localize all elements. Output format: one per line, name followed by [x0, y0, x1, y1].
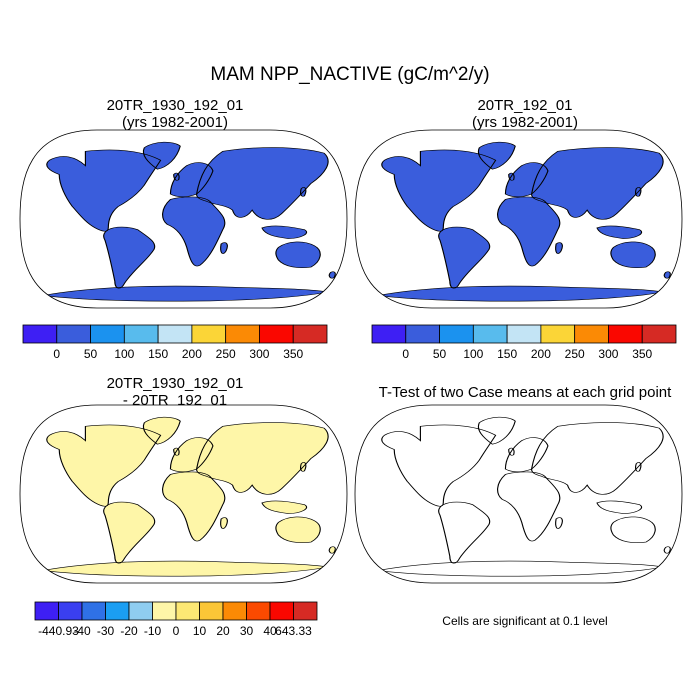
panel-2-title: 20TR_192_01 (yrs 1982-2001) — [370, 97, 680, 131]
panel-3-title-line1: 20TR_1930_192_01 — [106, 375, 244, 392]
colorbar-1-swatch — [90, 324, 125, 344]
colorbar-3-label: -40 — [73, 624, 91, 638]
colorbar-3-label: -20 — [120, 624, 138, 638]
significance-note: Cells are significant at 0.1 level — [442, 614, 608, 628]
colorbar-1-swatch — [259, 324, 294, 344]
colorbar-1-label: 100 — [114, 347, 134, 361]
colorbar-3-swatch — [105, 601, 130, 621]
colorbar-3-swatch — [175, 601, 200, 621]
main-title: MAM NPP_NACTIVE (gC/m^2/y) — [210, 64, 490, 85]
colorbar-2-label: 0 — [402, 347, 409, 361]
colorbar-2-label: 350 — [632, 347, 652, 361]
colorbar-1-swatch — [157, 324, 193, 344]
panel-1-title-line1: 20TR_1930_192_01 — [106, 97, 244, 114]
map-panel-3 — [19, 404, 348, 584]
colorbar-2-swatch — [439, 324, 474, 344]
panel-1-title-line2: (yrs 1982-2001) — [122, 114, 228, 131]
colorbar-1-label: 0 — [53, 347, 60, 361]
colorbar-1-swatch — [56, 324, 91, 344]
colorbar-2-swatch — [540, 324, 576, 344]
colorbar-3-label: 20 — [216, 624, 230, 638]
panel-2-title-line1: 20TR_192_01 — [477, 97, 573, 114]
colorbar-2-label: 150 — [497, 347, 517, 361]
colorbar-3-label: 40 — [263, 624, 277, 638]
colorbar-2-swatch — [608, 324, 643, 344]
panel-2-title-line2: (yrs 1982-2001) — [472, 114, 578, 131]
colorbar-3-label: -30 — [97, 624, 115, 638]
colorbar-2-label: 50 — [433, 347, 447, 361]
colorbar-3-swatch — [81, 601, 106, 621]
colorbar-3-swatch — [222, 601, 247, 621]
map-panel-1 — [19, 129, 348, 309]
map-panel-2 — [354, 129, 683, 309]
colorbar-2-label: 250 — [565, 347, 585, 361]
colorbar-3-swatch — [293, 601, 318, 621]
colorbar-3-swatch — [269, 601, 294, 621]
colorbar-2-swatch — [506, 324, 542, 344]
colorbar-3-label: 10 — [193, 624, 207, 638]
colorbar-1-swatch — [22, 324, 58, 344]
panel-4-title: T-Test of two Case means at each grid po… — [378, 384, 672, 401]
colorbar-3-swatch — [152, 601, 177, 621]
colorbar-1-label: 150 — [148, 347, 168, 361]
colorbar-1-label: 50 — [84, 347, 98, 361]
colorbar-3-swatch — [58, 601, 83, 621]
panel-1-title: 20TR_1930_192_01 (yrs 1982-2001) — [20, 97, 330, 131]
colorbar-1-swatch — [123, 324, 159, 344]
colorbar-3-label: 0 — [173, 624, 180, 638]
colorbar-2-swatch — [641, 324, 677, 344]
colorbar-2-label: 100 — [463, 347, 483, 361]
colorbar-3-label: -10 — [144, 624, 162, 638]
colorbar-1-label: 350 — [283, 347, 303, 361]
map-panel-4 — [354, 404, 683, 584]
colorbar-3-label: 643.33 — [275, 624, 312, 638]
colorbar-2-swatch — [371, 324, 407, 344]
colorbar-3-label: 30 — [240, 624, 254, 638]
colorbar-1: 0 50 100 150 200 250 300 350 — [22, 324, 328, 361]
colorbar-2-swatch — [574, 324, 609, 344]
colorbar-2-swatch — [405, 324, 440, 344]
colorbar-1-swatch — [225, 324, 260, 344]
colorbar-3-swatch — [199, 601, 224, 621]
colorbar-2-swatch — [472, 324, 508, 344]
colorbar-1-label: 250 — [216, 347, 236, 361]
colorbar-1-swatch — [292, 324, 328, 344]
colorbar-3-label: -440.93 — [38, 624, 79, 638]
colorbar-3-swatch — [34, 601, 59, 621]
colorbar-1-label: 200 — [182, 347, 202, 361]
colorbar-1-swatch — [191, 324, 227, 344]
colorbar-2-label: 200 — [531, 347, 551, 361]
colorbar-3-swatch — [128, 601, 153, 621]
colorbar-2: 0 50 100 150 200 250 300 350 — [371, 324, 677, 361]
colorbar-1-label: 300 — [249, 347, 269, 361]
colorbar-2-label: 300 — [598, 347, 618, 361]
colorbar-3-swatch — [246, 601, 271, 621]
